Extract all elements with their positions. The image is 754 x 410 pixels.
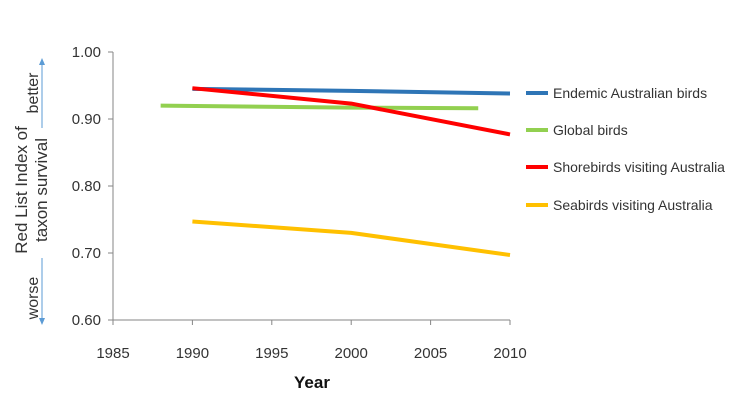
series-line-3 (192, 86, 511, 137)
legend-label: Shorebirds visiting Australia (553, 159, 725, 175)
series-line-4 (192, 219, 511, 257)
legend: Endemic Australian birds Global birds Shor… (526, 85, 725, 213)
x-axis-ticks: 1985 1990 1995 2000 2005 2010 (96, 320, 527, 362)
x-axis-title: Year (294, 373, 330, 392)
worse-arrowhead (39, 318, 45, 325)
y-tick-label: 0.80 (72, 178, 101, 195)
x-tick-label: 1985 (96, 345, 129, 362)
worse-label: worse (25, 277, 42, 321)
legend-label: Endemic Australian birds (553, 85, 707, 101)
y-tick-label: 0.70 (72, 245, 101, 262)
better-worse-indicator: better worse (25, 58, 45, 325)
y-axis-title-line-2: taxon survival (32, 138, 51, 242)
x-tick-label: 2010 (493, 345, 526, 362)
series-line-1 (192, 86, 511, 96)
x-tick-label: 1990 (176, 345, 209, 362)
legend-label: Global birds (553, 122, 628, 138)
better-label: better (25, 72, 42, 114)
x-tick-label: 2000 (335, 345, 368, 362)
y-tick-label: 0.90 (72, 111, 101, 128)
series-line-2 (160, 103, 479, 111)
x-tick-label: 2005 (414, 345, 447, 362)
series-lines (160, 86, 511, 257)
y-axis-title: Red List Index of taxon survival (12, 126, 51, 254)
x-tick-label: 1995 (255, 345, 288, 362)
y-axis-ticks: 0.60 0.70 0.80 0.90 1.00 (72, 44, 113, 329)
y-tick-label: 0.60 (72, 312, 101, 329)
y-tick-label: 1.00 (72, 44, 101, 61)
legend-label: Seabirds visiting Australia (553, 197, 713, 213)
better-arrowhead (39, 58, 45, 65)
y-axis-title-line-1: Red List Index of (12, 126, 31, 254)
